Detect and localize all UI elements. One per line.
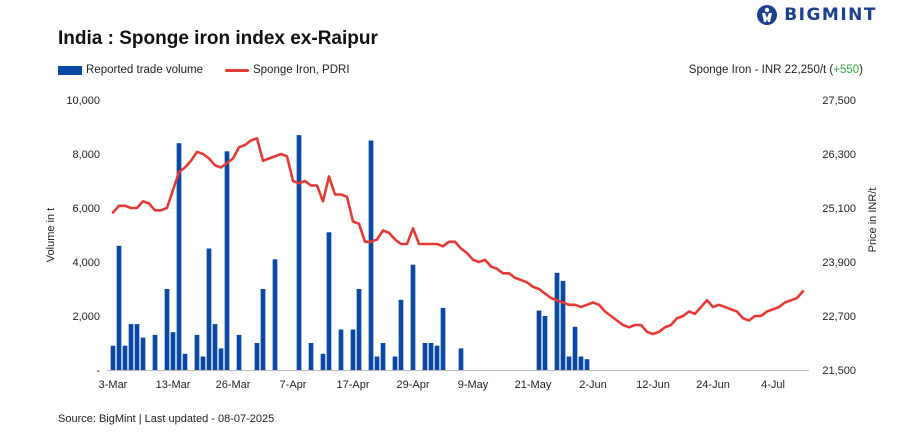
price-note-suffix: ): [859, 64, 863, 76]
y-tick-label: 10,000: [66, 95, 100, 107]
price-change: +550: [833, 64, 860, 76]
price-note: Sponge Iron - INR 22,250/t (+550): [689, 64, 863, 76]
legend-bar-swatch: [58, 65, 82, 75]
y2-tick-label: 23,900: [822, 257, 856, 269]
price-line-layer: [111, 137, 805, 336]
volume-bar: [194, 334, 200, 370]
y2-tick-label: 25,100: [822, 203, 856, 215]
x-tick-label: 26-Mar: [216, 379, 251, 391]
volume-bar: [206, 248, 212, 370]
volume-bar: [218, 348, 224, 370]
volume-bar: [380, 343, 386, 370]
brand-name: BIGMINT: [784, 5, 877, 25]
volume-bar: [350, 329, 356, 370]
chart-legend: Reported trade volume Sponge Iron, PDRI: [58, 64, 350, 76]
volume-bar: [140, 337, 146, 370]
volume-bar: [566, 356, 572, 370]
brand-logo: BIGMINT: [756, 4, 877, 26]
volume-bar: [170, 332, 176, 370]
x-tick-label: 3-Mar: [99, 379, 128, 391]
volume-bar: [398, 299, 404, 370]
legend-bar-label: Reported trade volume: [86, 64, 203, 76]
y2-tick-label: 22,700: [822, 311, 856, 323]
y-tick-label: 8,000: [72, 149, 100, 161]
volume-bar: [320, 353, 326, 370]
volume-bar: [308, 343, 314, 370]
volume-bar: [110, 345, 116, 370]
volume-bar: [134, 324, 140, 370]
volume-bar: [560, 280, 566, 370]
volume-bar: [182, 353, 188, 370]
x-tick-label: 4-Jul: [761, 379, 785, 391]
x-tick-label: 24-Jun: [696, 379, 730, 391]
x-tick-label: 13-Mar: [156, 379, 191, 391]
volume-bar: [410, 264, 416, 370]
volume-bar: [254, 343, 260, 370]
x-tick-label: 7-Apr: [280, 379, 307, 391]
volume-bar: [356, 289, 362, 370]
volume-bar: [434, 345, 440, 370]
volume-bar: [428, 343, 434, 370]
price-note-prefix: Sponge Iron - INR 22,250/t (: [688, 64, 834, 76]
x-tick-label: 21-May: [515, 379, 552, 391]
volume-bar: [542, 316, 548, 370]
y-tick-label: -: [96, 365, 100, 377]
volume-bar: [212, 324, 218, 370]
y2-tick-label: 21,500: [822, 365, 856, 377]
x-tick-label: 12-Jun: [636, 379, 670, 391]
y-axis-label: Volume in t: [45, 208, 57, 262]
volume-bar: [260, 289, 266, 370]
volume-bar: [368, 140, 374, 370]
x-tick-label: 17-Apr: [336, 379, 369, 391]
y2-tick-label: 27,500: [822, 95, 856, 107]
chart-title: India : Sponge iron index ex-Raipur: [58, 28, 378, 49]
volume-bar: [176, 143, 182, 370]
volume-bar: [422, 343, 428, 370]
y-tick-label: 2,000: [72, 311, 100, 323]
volume-bar: [236, 334, 242, 370]
volume-bar: [572, 326, 578, 370]
y-tick-label: 4,000: [72, 257, 100, 269]
volume-bar: [458, 348, 464, 370]
volume-bar: [578, 356, 584, 370]
y2-axis-label: Price in INR/t: [867, 188, 879, 253]
volume-bar: [296, 135, 302, 370]
volume-bar: [326, 232, 332, 370]
price-line: [111, 137, 805, 336]
volume-bar: [128, 324, 134, 370]
volume-bar: [374, 356, 380, 370]
volume-bar: [224, 151, 230, 370]
volume-bar: [272, 259, 278, 370]
legend-line-label: Sponge Iron, PDRI: [252, 64, 350, 76]
volume-bar: [200, 356, 206, 370]
volume-bars: [110, 135, 590, 370]
bigmint-logo-icon: [757, 5, 778, 25]
volume-bar: [338, 329, 344, 370]
source-note: Source: BigMint | Last updated - 08-07-2…: [58, 413, 275, 425]
axes: - 2,000 4,000 6,000 8,000 10,000 21,500 22,700 2…: [66, 95, 856, 391]
volume-bar: [554, 272, 560, 370]
volume-bar: [584, 359, 590, 370]
volume-bar: [122, 345, 128, 370]
volume-bar: [440, 307, 446, 370]
x-tick-label: 29-Apr: [396, 379, 429, 391]
y2-tick-label: 26,300: [822, 149, 856, 161]
volume-bar: [164, 289, 170, 370]
legend-line-swatch: [224, 68, 249, 72]
volume-bar: [152, 334, 158, 370]
volume-bar: [116, 245, 122, 370]
volume-bar: [392, 356, 398, 370]
x-tick-label: 9-May: [458, 379, 489, 391]
y-tick-label: 6,000: [72, 203, 100, 215]
volume-bar: [536, 310, 542, 370]
x-tick-label: 2-Jun: [579, 379, 607, 391]
